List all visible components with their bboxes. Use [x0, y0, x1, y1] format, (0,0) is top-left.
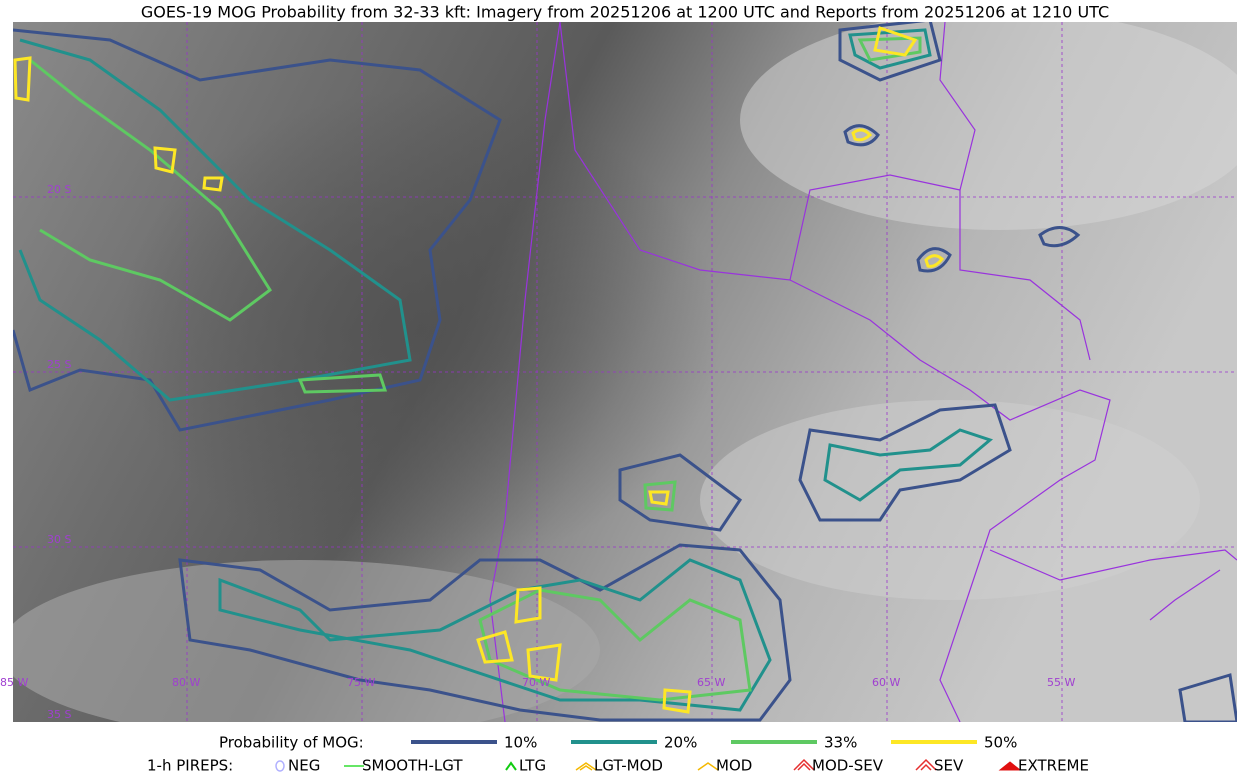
- legend-symbol: [915, 758, 937, 771]
- legend-label: 20%: [664, 734, 697, 752]
- lon-label: 80 W: [172, 676, 200, 689]
- legend-symbol: [998, 761, 1022, 771]
- legend-label: MOD: [716, 757, 752, 775]
- map: [13, 22, 1237, 722]
- legend-label: 33%: [824, 734, 857, 752]
- lat-label: 30 S: [47, 533, 71, 546]
- lat-label: 35 S: [47, 708, 71, 721]
- legend-label: 50%: [984, 734, 1017, 752]
- lat-label: 25 S: [47, 358, 71, 371]
- legend-label: MOD-SEV: [812, 757, 884, 775]
- legend-symbol: [793, 758, 815, 771]
- lat-label: 20 S: [47, 183, 71, 196]
- legend-symbol: [697, 762, 719, 771]
- legend: Probability of MOG: 1-h PIREPS: 10% 20% 33…: [147, 734, 1089, 775]
- legend-label: SEV: [934, 757, 964, 775]
- title: GOES-19 MOG Probability from 32-33 kft: …: [141, 3, 1109, 22]
- lon-label: 55 W: [1047, 676, 1075, 689]
- legend-label: SMOOTH-LGT: [362, 757, 463, 775]
- legend-symbol: [575, 762, 597, 771]
- legend-label: LTG: [519, 757, 546, 775]
- legend-title: 1-h PIREPS:: [147, 757, 233, 775]
- lon-label: 70 W: [522, 676, 550, 689]
- legend-label: EXTREME: [1018, 757, 1089, 775]
- lon-label: 85 W: [0, 676, 28, 689]
- lon-label: 65 W: [697, 676, 725, 689]
- legend-title: Probability of MOG:: [219, 734, 364, 752]
- legend-label: NEG: [288, 757, 320, 775]
- lon-label: 75 W: [347, 676, 375, 689]
- legend-label: LGT-MOD: [594, 757, 663, 775]
- legend-label: 10%: [504, 734, 537, 752]
- lon-label: 60 W: [872, 676, 900, 689]
- legend-symbol: [505, 761, 517, 771]
- legend-symbol: [275, 760, 285, 772]
